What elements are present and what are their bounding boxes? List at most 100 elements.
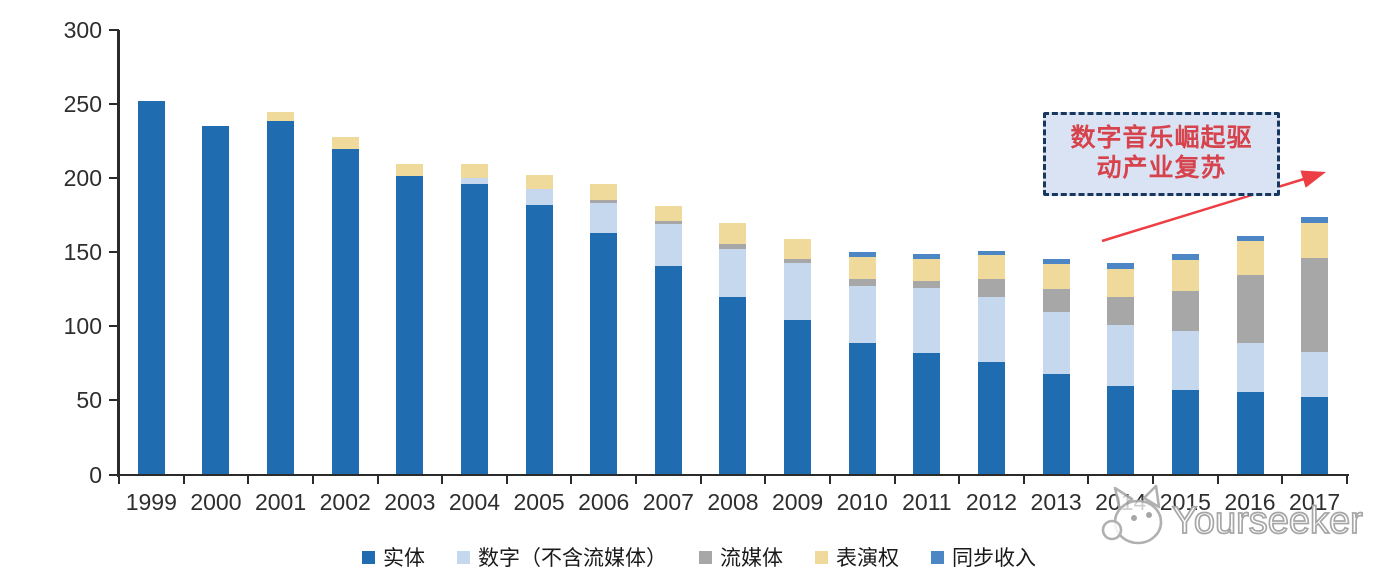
bar-segment — [331, 149, 359, 475]
x-axis-label: 2007 — [642, 489, 694, 515]
x-tick — [1281, 474, 1284, 484]
x-axis-label: 2000 — [190, 489, 242, 515]
bar-segment — [460, 178, 488, 185]
bar-segment — [1171, 254, 1199, 261]
bar-segment — [1301, 397, 1329, 475]
x-tick — [247, 474, 250, 484]
bar-segment — [1301, 258, 1329, 353]
y-tick — [109, 103, 119, 106]
bar-segment — [1171, 260, 1199, 291]
x-tick — [699, 474, 702, 484]
x-tick — [1345, 474, 1348, 484]
bar-segment — [719, 244, 747, 249]
bar-segment — [1236, 235, 1264, 242]
bar-segment — [1171, 390, 1199, 475]
y-tick — [109, 29, 119, 31]
bar-segment — [1042, 264, 1070, 290]
y-tick — [109, 177, 119, 180]
bar-segment — [396, 164, 424, 176]
bar-segment — [1236, 392, 1264, 475]
x-axis-label: 2013 — [1030, 489, 1082, 515]
bar-segment — [719, 296, 747, 475]
bar-segment — [1171, 330, 1199, 391]
legend-label: 表演权 — [836, 546, 899, 570]
x-axis-label: 2010 — [836, 489, 888, 515]
x-axis-label: 2011 — [902, 489, 952, 515]
bar-segment — [978, 278, 1005, 297]
bar-segment — [460, 184, 488, 475]
x-tick — [441, 474, 444, 484]
bar-segment — [784, 258, 812, 264]
bar-segment — [525, 204, 553, 475]
x-tick — [182, 474, 185, 484]
bar-segment — [1042, 373, 1070, 475]
bar-segment — [913, 258, 941, 282]
x-tick — [893, 474, 896, 484]
chart-legend: 实体 数字（不含流媒体） 流媒体 表演权 同步收入 — [0, 542, 1398, 572]
y-tick-label: 50 — [76, 387, 102, 414]
legend-label: 流媒体 — [720, 546, 783, 570]
x-tick — [505, 474, 508, 484]
legend-label: 实体 — [383, 546, 425, 570]
x-axis-label: 2008 — [707, 489, 759, 515]
bar-segment — [784, 238, 812, 259]
y-tick — [109, 251, 119, 254]
bar-segment — [1236, 275, 1264, 344]
legend-item: 数字（不含流媒体） — [457, 542, 667, 572]
bar-segment — [1301, 352, 1329, 398]
bar-segment — [848, 278, 876, 286]
x-tick — [828, 474, 831, 484]
legend-swatch — [931, 550, 944, 564]
x-axis-label: 2016 — [1224, 489, 1276, 515]
y-tick — [109, 325, 119, 328]
watermark: Yourseeker — [1098, 478, 1398, 558]
x-tick — [635, 474, 638, 484]
bar-segment — [267, 121, 295, 475]
bar-segment — [590, 200, 618, 204]
bar-segment — [1107, 324, 1135, 386]
bar-segment — [913, 254, 941, 259]
x-axis-label: 2009 — [772, 489, 824, 515]
legend-swatch — [362, 550, 375, 564]
bar-segment — [654, 224, 682, 266]
bar-segment — [1042, 258, 1070, 265]
legend-swatch — [699, 550, 712, 564]
bar-segment — [848, 256, 876, 279]
bar-segment — [267, 112, 295, 122]
legend-item: 实体 — [362, 542, 425, 572]
x-tick — [1087, 474, 1090, 484]
y-axis-line — [117, 30, 120, 477]
bar-segment — [654, 221, 682, 225]
y-tick — [109, 473, 119, 476]
legend-item: 表演权 — [815, 542, 899, 572]
bar-segment — [654, 265, 682, 475]
bar-segment — [1301, 222, 1329, 259]
legend-swatch — [457, 550, 470, 564]
bar-segment — [654, 205, 682, 222]
x-axis-label: 2006 — [578, 489, 630, 515]
y-tick-label: 200 — [63, 165, 102, 192]
bar-segment — [590, 203, 618, 233]
x-tick — [376, 474, 379, 484]
bar-segment — [1042, 289, 1070, 312]
annotation-text-line1: 数字音乐崛起驱 — [1070, 125, 1253, 152]
x-axis-label: 2015 — [1159, 489, 1211, 515]
y-tick — [109, 399, 119, 402]
legend-label: 同步收入 — [952, 546, 1036, 570]
bar-segment — [525, 175, 553, 189]
bar-segment — [848, 285, 876, 343]
legend-swatch — [815, 550, 828, 564]
bar-segment — [978, 250, 1005, 256]
bar-segment — [1301, 217, 1329, 223]
bar-segment — [1107, 263, 1135, 269]
cat-logo-icon — [1101, 484, 1163, 545]
legend-label: 数字（不含流媒体） — [478, 546, 667, 570]
bar-segment — [978, 296, 1005, 362]
annotation-text-line2: 动产业复苏 — [1096, 155, 1227, 182]
x-tick — [118, 474, 120, 484]
y-tick-label: 0 — [89, 461, 102, 488]
x-tick — [570, 474, 573, 484]
annotation-box: 数字音乐崛起驱 动产业复苏 — [1043, 112, 1280, 196]
bar-segment — [978, 255, 1005, 279]
